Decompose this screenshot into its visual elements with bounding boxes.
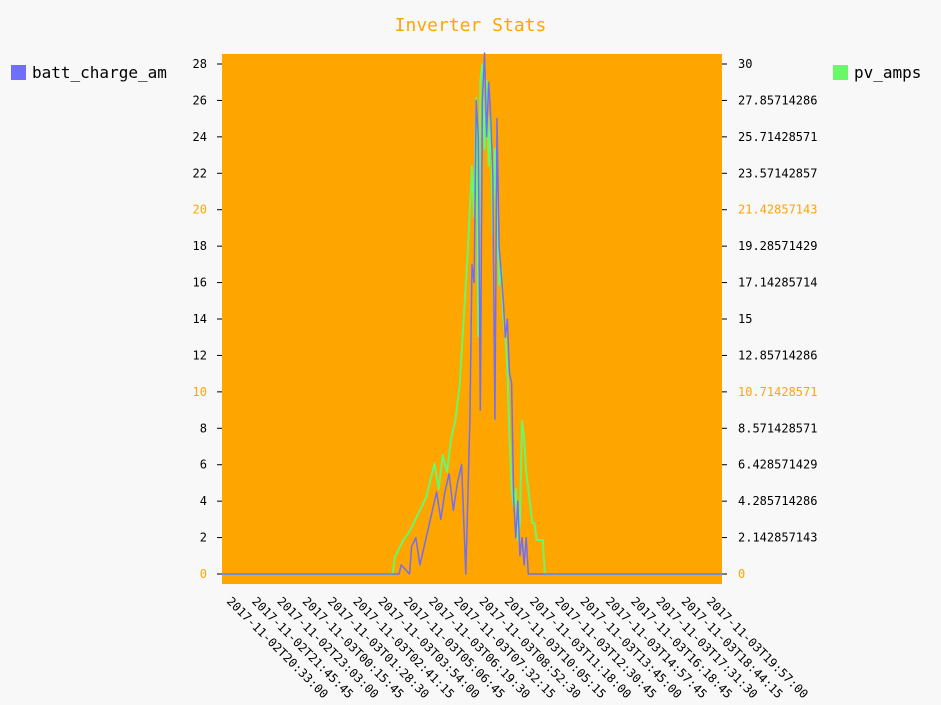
y-right-tick-label: 15	[738, 312, 752, 326]
y-right-tick-label: 6.428571429	[738, 458, 817, 472]
y-right-tick-label: 25.71428571	[738, 130, 817, 144]
legend-label-pv: pv_amps	[854, 63, 921, 82]
y-left-tick-label: 12	[193, 348, 207, 362]
y-right-tick-label: 23.57142857	[738, 166, 817, 180]
y-left-tick-label: 28	[193, 57, 207, 71]
chart-title: Inverter Stats	[395, 15, 547, 36]
series-line-batt-charge	[222, 52, 722, 575]
legend-right[interactable]: pv_amps	[833, 63, 921, 82]
y-right-tick-label: 2.142857143	[738, 531, 817, 545]
y-left-tick-label: 16	[193, 276, 207, 290]
y-left-tick-label: 4	[200, 494, 207, 508]
legend-swatch-pv	[833, 65, 848, 80]
y-right-tick-label: 12.85714286	[738, 348, 817, 362]
y-left-tick-label: 8	[200, 421, 207, 435]
y-left-tick-label: 26	[193, 93, 207, 107]
y-right-tick-label: 10.71428571	[738, 385, 817, 399]
y-right-tick-label: 19.28571429	[738, 239, 817, 253]
y-right-tick-label: 17.14285714	[738, 276, 817, 290]
y-axis-right: 0 2.142857143 4.285714286 6.428571429 8.5714…	[722, 57, 817, 581]
y-left-tick-label: 2	[200, 531, 207, 545]
series-line-pv-amps	[222, 63, 722, 575]
y-left-tick-label: 24	[193, 130, 207, 144]
y-left-tick-label: 22	[193, 166, 207, 180]
y-right-tick-label: 0	[738, 567, 745, 581]
y-right-tick-label: 27.85714286	[738, 93, 817, 107]
y-left-tick-label: 18	[193, 239, 207, 253]
y-right-tick-label: 21.42857143	[738, 203, 817, 217]
y-right-tick-label: 4.285714286	[738, 494, 817, 508]
y-left-tick-label: 0	[200, 567, 207, 581]
y-right-tick-label: 30	[738, 57, 752, 71]
legend-swatch-batt	[11, 65, 26, 80]
legend-left[interactable]: batt_charge_am	[11, 63, 167, 82]
series-layer	[222, 52, 722, 575]
legend-label-batt: batt_charge_am	[32, 63, 167, 82]
y-right-tick-label: 8.571428571	[738, 421, 817, 435]
y-left-tick-label: 20	[193, 203, 207, 217]
y-left-tick-label: 10	[193, 385, 207, 399]
x-axis: 2017-11-02T20:33:002017-11-02T21:45:4520…	[224, 594, 811, 701]
y-left-tick-label: 14	[193, 312, 207, 326]
y-left-tick-label: 6	[200, 458, 207, 472]
